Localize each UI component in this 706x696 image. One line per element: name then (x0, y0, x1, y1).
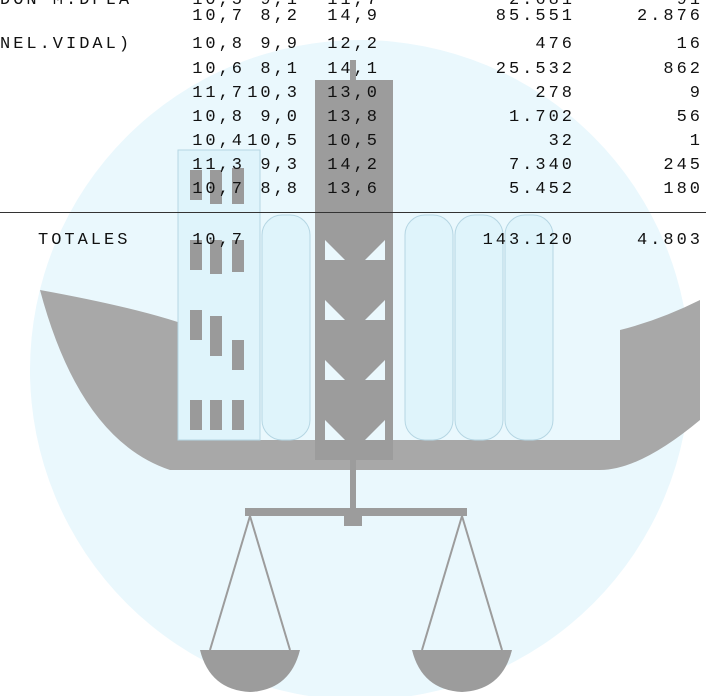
cell: 14,1 (327, 60, 380, 80)
cell: 9,9 (260, 35, 300, 55)
cell: 1 (690, 132, 703, 152)
cell: 16 (677, 35, 703, 55)
watermark-logo (0, 0, 706, 696)
cell: 7.340 (509, 156, 575, 176)
cell: 10,3 (247, 84, 300, 104)
cell: 476 (535, 35, 575, 55)
cell: 10,6 (192, 60, 245, 80)
cell: 56 (677, 108, 703, 128)
cell: 180 (663, 180, 703, 200)
cell: 9 (690, 84, 703, 104)
cell: 9,0 (260, 108, 300, 128)
cell: 10,4 (192, 132, 245, 152)
row-label: DON M.DPLA (0, 0, 132, 11)
cell: 5.452 (509, 180, 575, 200)
cell: 11,7 (192, 84, 245, 104)
cell: 2.876 (637, 7, 703, 27)
totals-cell: 143.120 (483, 231, 575, 251)
cell: 278 (535, 84, 575, 104)
cell: 862 (663, 60, 703, 80)
cell: 10,8 (192, 35, 245, 55)
cell: 85.551 (496, 7, 575, 27)
cell: 13,6 (327, 180, 380, 200)
cell: 1.702 (509, 108, 575, 128)
page: {"table": { "rows": [ {"label": "DON M.D… (0, 0, 706, 696)
cell: 13,0 (327, 84, 380, 104)
cell: 32 (549, 132, 575, 152)
row-label: NEL.VIDAL) (0, 35, 132, 55)
cell: 245 (663, 156, 703, 176)
cell: 12,2 (327, 35, 380, 55)
cell: 10,5 (247, 132, 300, 152)
cell: 8,1 (260, 60, 300, 80)
cell: 25.532 (496, 60, 575, 80)
cell: 8,2 (260, 7, 300, 27)
cell: 13,8 (327, 108, 380, 128)
totals-rule (0, 212, 706, 213)
cell: 10,7 (192, 180, 245, 200)
cell: 14,9 (327, 7, 380, 27)
totals-cell: 4.803 (637, 231, 703, 251)
cell: 8,8 (260, 180, 300, 200)
cell: 10,7 (192, 7, 245, 27)
totals-label: TOTALES (38, 231, 130, 251)
cell: 14,2 (327, 156, 380, 176)
cell: 9,3 (260, 156, 300, 176)
cell: 10,5 (327, 132, 380, 152)
totals-cell: 10,7 (192, 231, 245, 251)
cell: 10,8 (192, 108, 245, 128)
cell: 11,3 (192, 156, 245, 176)
